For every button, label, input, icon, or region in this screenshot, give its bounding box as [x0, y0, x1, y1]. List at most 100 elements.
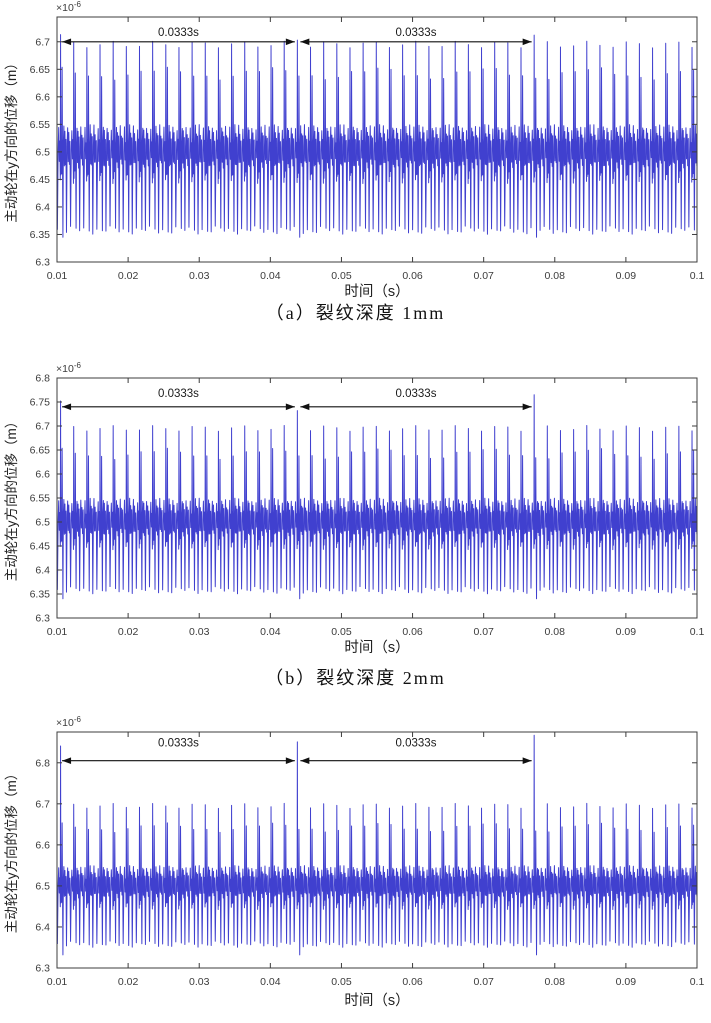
arrowhead-right-icon: [285, 403, 295, 411]
x-tick-label: 0.03: [189, 270, 210, 282]
interval-label: 0.0333s: [396, 388, 437, 400]
x-tick-label: 0.05: [331, 270, 352, 282]
panel-c: 0.01 0.02 0.03 0.04 0.05 0.06 0.07 0.08 0.09 0.1 6…: [4, 715, 704, 1009]
y-tick-label: 6.7: [35, 36, 50, 48]
interval-annotations-c: 0.0333s 0.0333s: [62, 738, 532, 765]
y-tick-label: 6.7: [35, 798, 50, 810]
y-axis-label: 主动轮在y方向的位移（m）: [4, 767, 19, 934]
x-tick-label: 0.06: [402, 976, 423, 988]
x-tick-label: 0.07: [473, 976, 494, 988]
y-tick-label: 6.45: [30, 174, 51, 186]
x-tick-label: 0.09: [616, 270, 637, 282]
y-tick-label: 6.5: [35, 517, 50, 529]
x-tick-label: 0.02: [118, 976, 139, 988]
waveform-b: [57, 394, 697, 600]
y-tick-label: 6.4: [35, 565, 50, 577]
axes-b: [56, 377, 698, 619]
x-tick-label: 0.02: [118, 626, 139, 638]
x-tick-label: 0.05: [331, 626, 352, 638]
interval-label: 0.0333s: [158, 738, 199, 750]
x-tick-label: 0.1: [690, 270, 705, 282]
x-tick-label: 0.03: [189, 626, 210, 638]
arrowhead-left-icon: [62, 757, 72, 765]
x-tick-label: 0.08: [545, 626, 566, 638]
x-tick-label: 0.04: [260, 976, 281, 988]
arrowhead-left-icon: [300, 403, 310, 411]
y-tick-label: 6.4: [35, 921, 50, 933]
interval-label: 0.0333s: [158, 388, 199, 400]
x-tick-label: 0.06: [402, 270, 423, 282]
arrowhead-right-icon: [522, 757, 532, 765]
y-axis-exponent: ×10-6: [56, 0, 81, 14]
y-tick-label: 6.4: [35, 201, 50, 213]
x-axis-label: 时间（s）: [344, 992, 409, 1009]
interval-annotations-a: 0.0333s 0.0333s: [62, 27, 532, 46]
y-tick-label: 6.6: [35, 839, 50, 851]
arrowhead-left-icon: [62, 403, 72, 411]
x-tick-label: 0.1: [690, 976, 705, 988]
y-tick-label: 6.65: [30, 445, 51, 457]
y-tick-label: 6.55: [30, 119, 51, 131]
y-tick-label: 6.8: [35, 757, 50, 769]
arrowhead-right-icon: [522, 38, 532, 46]
waveform-a: [57, 34, 697, 238]
panel-b: 0.01 0.02 0.03 0.04 0.05 0.06 0.07 0.08 0.09 0.1 6…: [4, 361, 704, 656]
caption-panel-a: （a）裂纹深度 1mm: [265, 303, 446, 323]
x-tick-label: 0.09: [616, 626, 637, 638]
x-tick-label: 0.07: [473, 626, 494, 638]
x-tick-label: 0.04: [260, 626, 281, 638]
x-tick-label: 0.03: [189, 976, 210, 988]
axes-a: [56, 16, 698, 263]
y-tick-label: 6.65: [30, 64, 51, 76]
y-tick-label: 6.45: [30, 541, 51, 553]
arrowhead-left-icon: [300, 757, 310, 765]
x-tick-label: 0.01: [47, 976, 68, 988]
tick-labels-a: 0.01 0.02 0.03 0.04 0.05 0.06 0.07 0.08 0.09 0.1 6…: [30, 36, 705, 282]
x-tick-label: 0.01: [47, 270, 68, 282]
y-tick-label: 6.5: [35, 146, 50, 158]
arrowhead-left-icon: [300, 38, 310, 46]
x-tick-label: 0.06: [402, 626, 423, 638]
y-tick-label: 6.5: [35, 880, 50, 892]
y-tick-label: 6.35: [30, 589, 51, 601]
arrowhead-right-icon: [285, 757, 295, 765]
x-tick-label: 0.04: [260, 270, 281, 282]
panel-a: 0.01 0.02 0.03 0.04 0.05 0.06 0.07 0.08 0.09 0.1 6…: [4, 0, 704, 300]
y-tick-label: 6.3: [35, 613, 50, 625]
interval-label: 0.0333s: [396, 738, 437, 750]
x-tick-label: 0.1: [690, 626, 705, 638]
arrowhead-right-icon: [285, 38, 295, 46]
x-axis-label: 时间（s）: [344, 283, 409, 300]
y-axis-label: 主动轮在y方向的位移（m）: [4, 56, 19, 223]
y-tick-label: 6.3: [35, 257, 50, 269]
axes-c: [56, 731, 698, 969]
interval-label: 0.0333s: [396, 27, 437, 39]
y-tick-label: 6.6: [35, 469, 50, 481]
x-tick-label: 0.05: [331, 976, 352, 988]
y-axis-label: 主动轮在y方向的位移（m）: [4, 415, 19, 582]
x-tick-label: 0.08: [545, 270, 566, 282]
caption-panel-b: （b）裂纹深度 2mm: [265, 668, 446, 688]
x-tick-label: 0.01: [47, 626, 68, 638]
y-tick-label: 6.35: [30, 229, 51, 241]
interval-annotations-b: 0.0333s 0.0333s: [62, 388, 532, 411]
tick-labels-b: 0.01 0.02 0.03 0.04 0.05 0.06 0.07 0.08 0.09 0.1 6…: [30, 373, 705, 639]
arrowhead-right-icon: [522, 403, 532, 411]
interval-label: 0.0333s: [158, 27, 199, 39]
x-tick-label: 0.08: [545, 976, 566, 988]
y-axis-exponent: ×10-6: [56, 715, 81, 729]
x-tick-label: 0.07: [473, 270, 494, 282]
y-tick-label: 6.55: [30, 493, 51, 505]
waveform-c: [57, 734, 697, 956]
y-tick-label: 6.7: [35, 421, 50, 433]
x-tick-label: 0.09: [616, 976, 637, 988]
y-tick-label: 6.6: [35, 91, 50, 103]
y-tick-label: 6.3: [35, 963, 50, 975]
arrowhead-left-icon: [62, 38, 72, 46]
y-tick-label: 6.8: [35, 373, 50, 385]
y-axis-exponent: ×10-6: [56, 361, 81, 375]
y-tick-label: 6.75: [30, 397, 51, 409]
x-tick-label: 0.02: [118, 270, 139, 282]
